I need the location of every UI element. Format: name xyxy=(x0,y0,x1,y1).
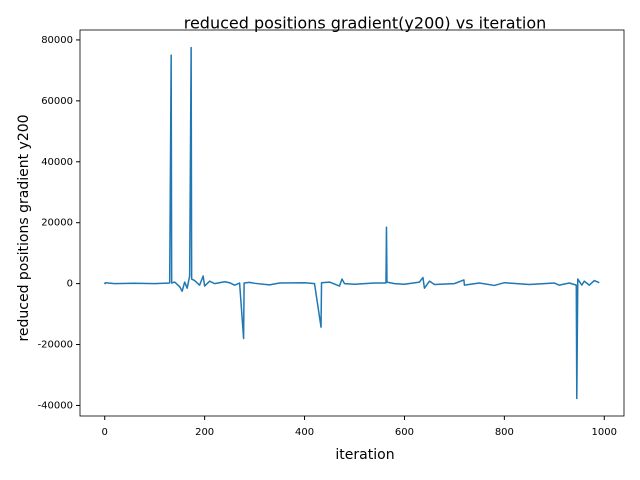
y-tick-label: 20000 xyxy=(41,218,73,229)
y-tick-label: 60000 xyxy=(41,96,73,107)
x-tick-label: 400 xyxy=(295,427,314,438)
y-tick-label: 40000 xyxy=(41,157,73,168)
plot-frame xyxy=(79,29,625,417)
chart-title: reduced positions gradient(y200) vs iter… xyxy=(184,14,547,33)
x-tick-label: 1000 xyxy=(592,427,617,438)
y-tick-label: -40000 xyxy=(38,400,73,411)
y-axis-label: reduced positions gradient y200 xyxy=(16,114,32,341)
x-axis-label: iteration xyxy=(335,447,394,463)
data-line xyxy=(104,46,600,400)
y-tick-label: 0 xyxy=(67,279,73,290)
y-tick-label: -20000 xyxy=(38,340,73,351)
x-tick-label: 600 xyxy=(395,427,414,438)
x-tick-label: 800 xyxy=(495,427,514,438)
x-tick-label: 0 xyxy=(102,427,108,438)
y-tick-label: 80000 xyxy=(41,35,73,46)
x-tick-label: 200 xyxy=(195,427,214,438)
